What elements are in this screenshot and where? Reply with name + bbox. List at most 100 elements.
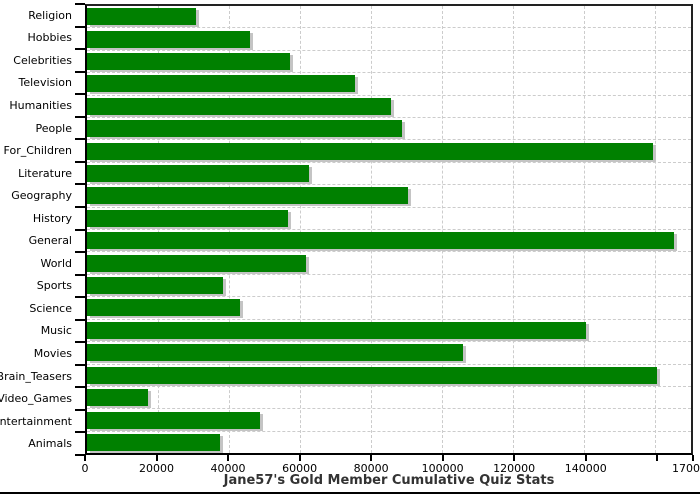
category-tick xyxy=(75,183,85,186)
category-tick xyxy=(75,115,85,118)
value-tick xyxy=(227,455,230,461)
bar-brain_teasers xyxy=(87,366,657,384)
chart-title: Jane57's Gold Member Cumulative Quiz Sta… xyxy=(223,473,555,488)
bar-row xyxy=(87,387,691,410)
category-tick xyxy=(75,296,85,299)
bar-row xyxy=(87,432,691,453)
category-label: Science xyxy=(29,301,72,315)
bar-row xyxy=(87,252,691,275)
value-tick-label: 80000 xyxy=(353,462,389,475)
category-label: Sports xyxy=(36,279,72,293)
bar-literature xyxy=(87,165,309,183)
bottom-divider-line xyxy=(0,492,700,494)
bar-row xyxy=(87,342,691,365)
bar-world xyxy=(87,254,306,272)
bar-row xyxy=(87,208,691,231)
value-tick xyxy=(584,455,587,461)
category-tick xyxy=(75,48,85,51)
category-label: General xyxy=(28,234,72,248)
value-tick-label: 0 xyxy=(81,462,89,475)
value-tick xyxy=(656,455,659,461)
bar-row xyxy=(87,409,691,432)
value-tick xyxy=(441,455,444,461)
bar-row xyxy=(87,28,691,51)
bar-row xyxy=(87,118,691,141)
category-label: For_Children xyxy=(3,144,72,158)
value-tick-label: 20000 xyxy=(139,462,175,475)
category-tick xyxy=(75,251,85,254)
bar-entertainment xyxy=(87,411,261,429)
category-tick xyxy=(75,3,85,5)
category-tick xyxy=(75,273,85,276)
category-label: Humanities xyxy=(9,98,72,112)
bar-row xyxy=(87,163,691,186)
bar-humanities xyxy=(87,97,391,115)
bar-history xyxy=(87,209,289,227)
category-tick xyxy=(75,93,85,96)
bar-for_children xyxy=(87,142,654,160)
category-tick xyxy=(75,138,85,141)
value-tick xyxy=(298,455,301,461)
bar-rows xyxy=(87,6,691,453)
category-tick xyxy=(75,160,85,163)
bar-row xyxy=(87,275,691,298)
category-label: History xyxy=(32,211,72,225)
value-tick xyxy=(370,455,373,461)
category-label: Literature xyxy=(18,166,72,180)
bar-movies xyxy=(87,344,464,362)
category-label: Animals xyxy=(28,437,72,451)
bar-geography xyxy=(87,187,408,205)
category-tick xyxy=(75,363,85,366)
value-tick xyxy=(155,455,158,461)
category-tick xyxy=(75,341,85,344)
plot-area xyxy=(85,4,693,455)
category-tick xyxy=(75,318,85,321)
bar-row xyxy=(87,185,691,208)
category-tick xyxy=(75,205,85,208)
category-tick xyxy=(75,25,85,28)
bar-science xyxy=(87,299,241,317)
category-label: Geography xyxy=(11,189,72,203)
category-label: Religion xyxy=(28,8,72,22)
category-label: Celebrities xyxy=(13,53,72,67)
value-axis: 0 20000 40000 60000 80000 100000 120000 140000 1… xyxy=(81,455,700,477)
bar-row xyxy=(87,320,691,343)
bar-row xyxy=(87,230,691,253)
bar-general xyxy=(87,232,675,250)
bar-video_games xyxy=(87,389,148,407)
bar-row xyxy=(87,51,691,74)
category-label: Music xyxy=(40,324,72,338)
bar-row xyxy=(87,140,691,163)
bar-row xyxy=(87,297,691,320)
value-tick xyxy=(513,455,516,461)
category-label: Video_Games xyxy=(0,392,72,406)
category-label: Movies xyxy=(33,346,72,360)
category-axis-labels: Religion Hobbies Celebrities Television Huma… xyxy=(0,4,72,455)
category-label: People xyxy=(35,121,72,135)
category-tick xyxy=(75,454,85,456)
bar-people xyxy=(87,120,402,138)
bar-row xyxy=(87,6,691,29)
bar-television xyxy=(87,75,356,93)
category-label: Entertainment xyxy=(0,414,72,428)
value-tick-label: 170000 xyxy=(672,462,700,475)
bar-animals xyxy=(87,433,220,451)
bar-celebrities xyxy=(87,53,290,71)
category-label: Television xyxy=(18,76,73,90)
bar-music xyxy=(87,321,586,339)
bar-hobbies xyxy=(87,30,251,48)
category-tick xyxy=(75,408,85,411)
category-axis-ticks xyxy=(75,3,85,456)
category-label: Brain_Teasers xyxy=(0,369,72,383)
bar-row xyxy=(87,96,691,119)
category-label: Hobbies xyxy=(27,31,72,45)
bar-sports xyxy=(87,277,223,295)
category-tick xyxy=(75,386,85,389)
value-tick xyxy=(692,455,694,461)
bar-row xyxy=(87,73,691,96)
value-tick-label: 100000 xyxy=(421,462,464,475)
category-tick xyxy=(75,431,85,434)
value-tick-label: 120000 xyxy=(493,462,536,475)
bar-row xyxy=(87,365,691,387)
